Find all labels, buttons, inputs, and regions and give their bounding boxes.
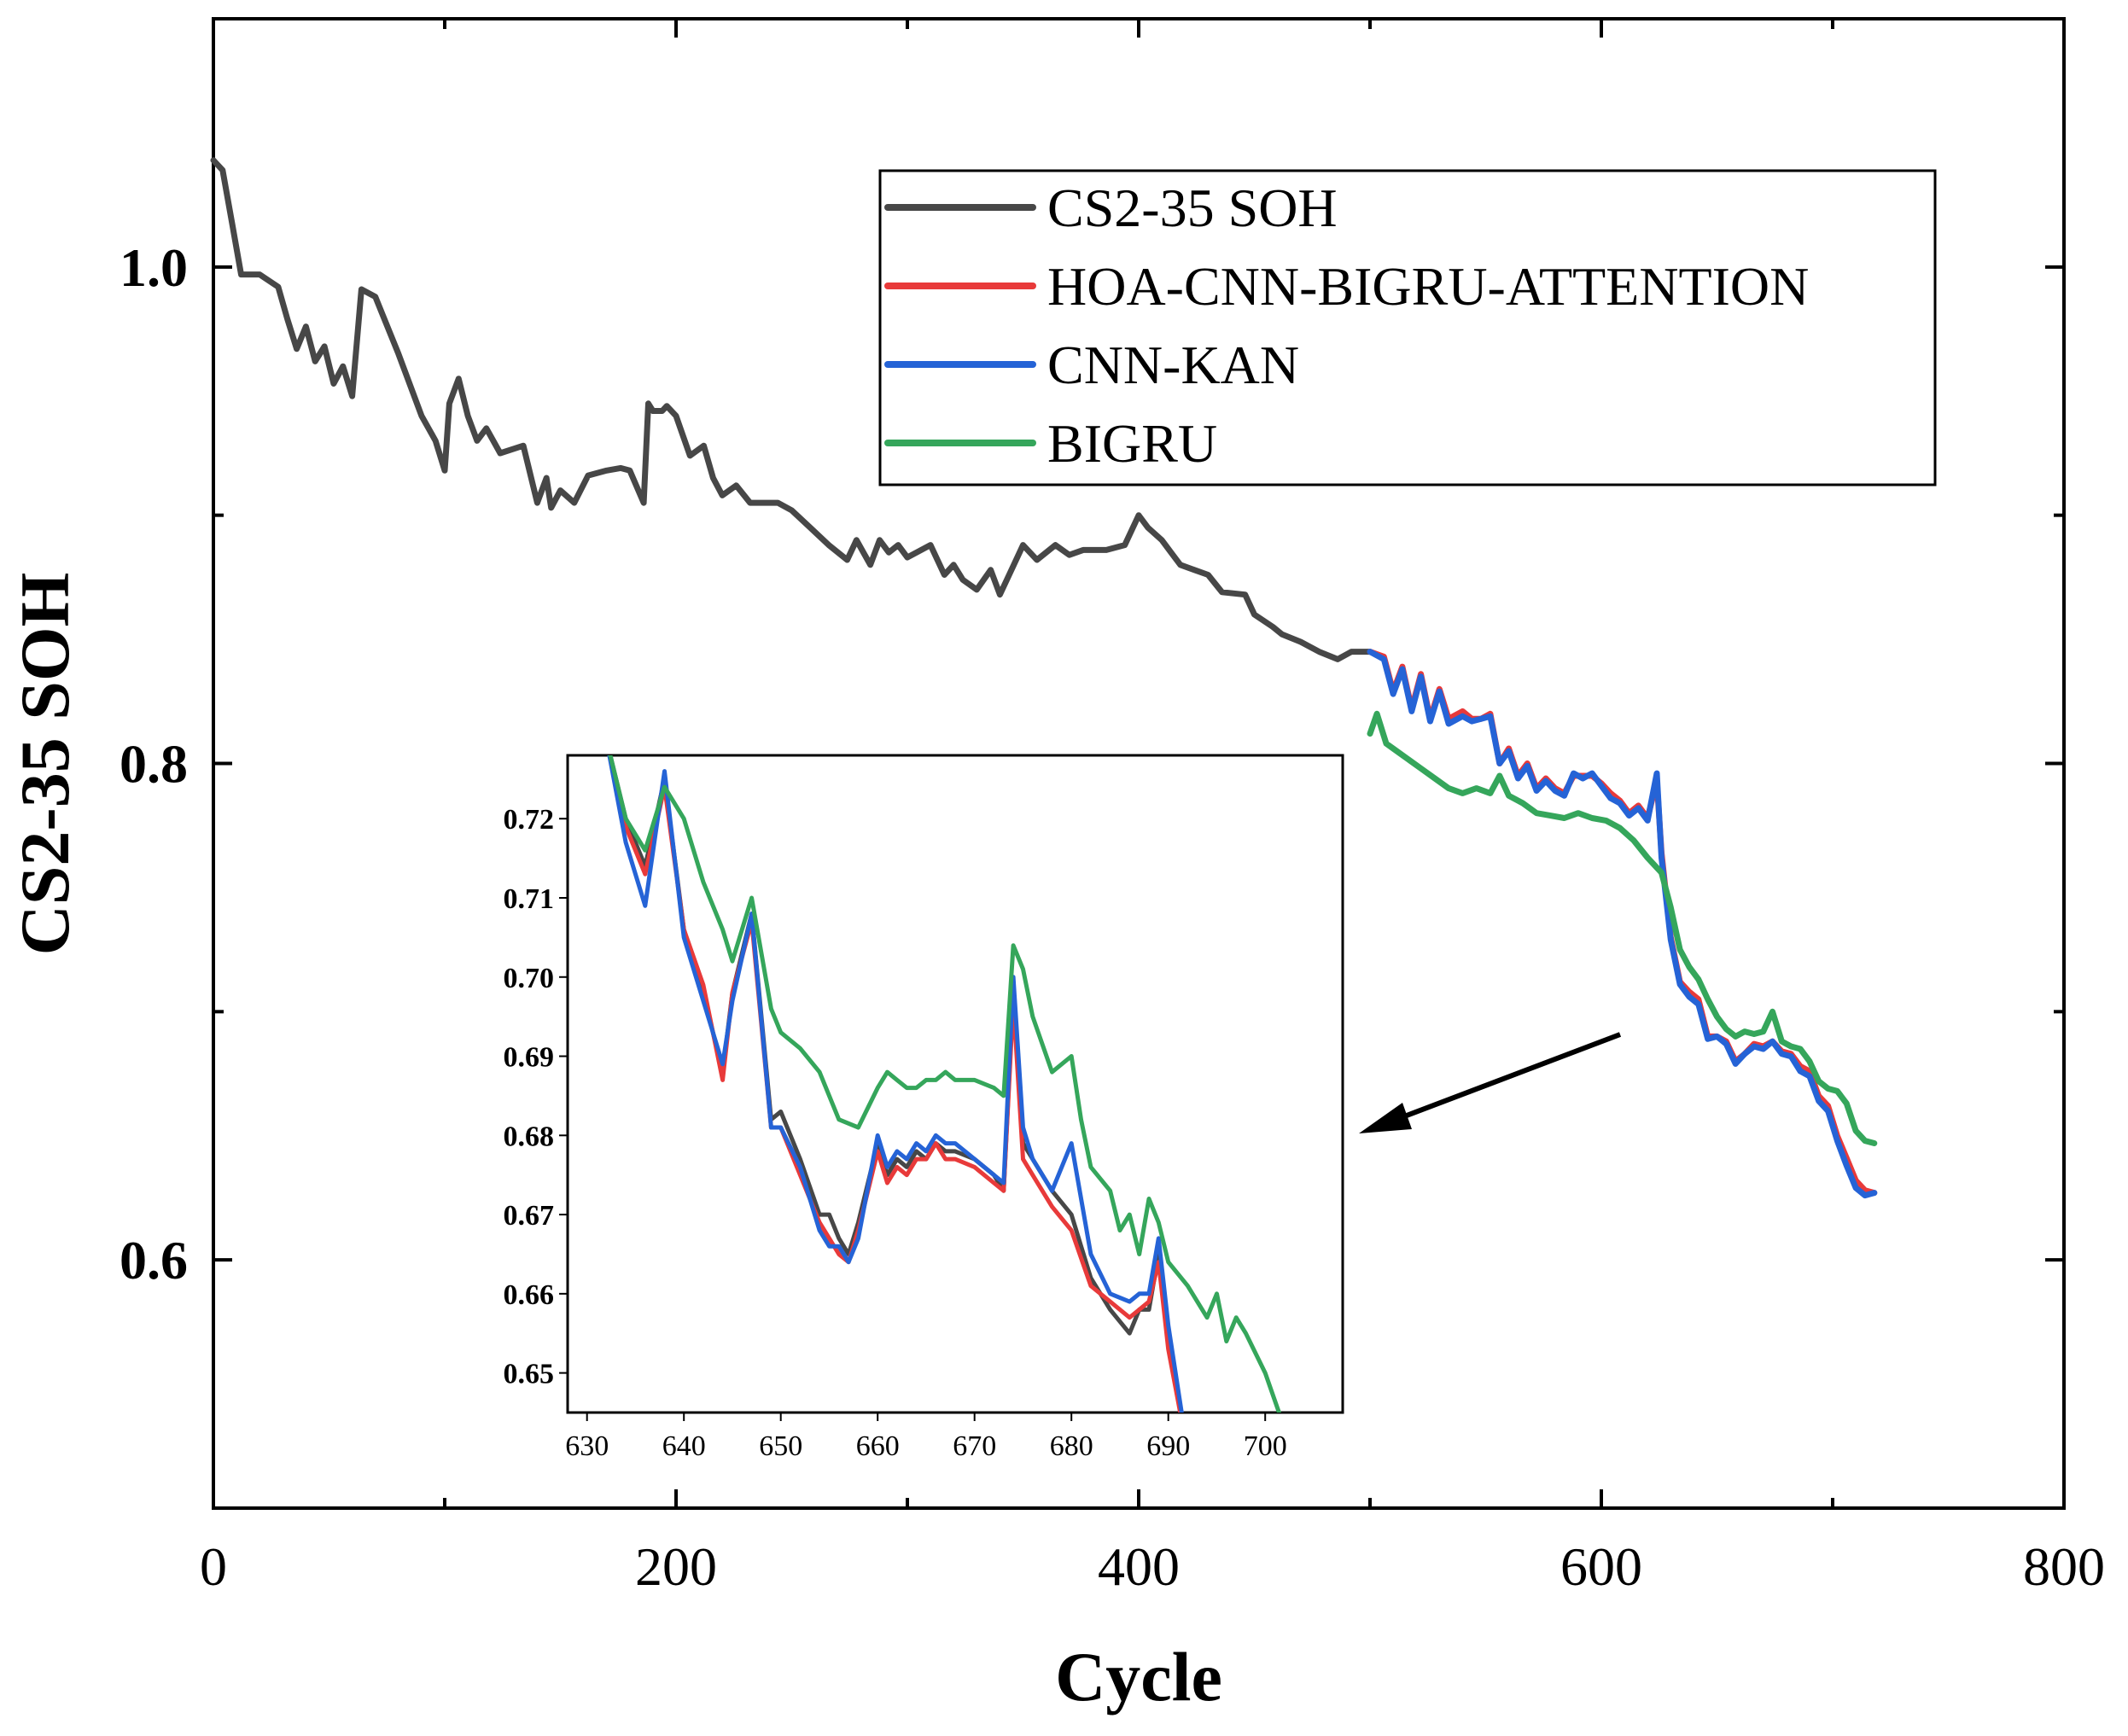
x-tick-label: 800 [2023, 1536, 2105, 1597]
x-tick-label: 400 [1098, 1536, 1180, 1597]
inset-y-tick-label: 0.71 [504, 883, 555, 915]
inset-series-line-3 [607, 755, 1184, 1413]
y-axis-title: CS2-35 SOH [6, 573, 84, 956]
legend-label-2: HOA-CNN-BIGRU-ATTENTION [1047, 256, 1809, 317]
inset-frame [566, 754, 1344, 1414]
main-series-line-1 [210, 157, 1373, 662]
legend-label-3: CNN-KAN [1047, 335, 1299, 395]
legend-label-1: CS2-35 SOH [1047, 178, 1338, 238]
zoom-arrow [1359, 1032, 1622, 1133]
inset-x-tick-label: 630 [565, 1430, 609, 1462]
y-tick-label: 1.0 [120, 237, 188, 298]
inset-x-tick-label: 680 [1050, 1430, 1093, 1462]
y-tick-label: 0.8 [120, 734, 188, 795]
inset-y-tick-label: 0.65 [504, 1359, 555, 1390]
inset-y-tick-label: 0.67 [504, 1200, 555, 1232]
inset-y-tick-label: 0.69 [504, 1042, 555, 1074]
main-series-line-4 [1367, 710, 1878, 1146]
x-tick-label: 200 [635, 1536, 717, 1597]
x-tick-label: 600 [1560, 1536, 1642, 1597]
inset-x-tick-label: 700 [1244, 1430, 1287, 1462]
zoom-arrow-head [1359, 1103, 1412, 1133]
legend-label-4: BIGRU [1047, 413, 1217, 474]
main-tick-group: 0 200 400 600 800 0.6 0.8 1.0 [120, 17, 2105, 1597]
inset-series-line-4 [608, 755, 1282, 1413]
inset-y-tick-label: 0.68 [504, 1121, 555, 1152]
x-axis-title: Cycle [1055, 1638, 1222, 1716]
legend: CS2-35 SOH HOA-CNN-BIGRU-ATTENTION CNN-KAN… [884, 178, 1809, 474]
zoom-arrow-shaft [1398, 1032, 1622, 1121]
inset-series-group [607, 755, 1282, 1413]
inset-x-tick-label: 660 [856, 1430, 900, 1462]
y-tick-label: 0.6 [120, 1230, 188, 1290]
legend-box [878, 169, 1937, 486]
inset-tick-group: 630 640 650 660 670 680 690 700 0.65 0.66 0.67 0.68… [504, 804, 1287, 1462]
inset-x-tick-label: 640 [662, 1430, 706, 1462]
inset-x-tick-label: 690 [1146, 1430, 1190, 1462]
inset-y-tick-label: 0.66 [504, 1279, 555, 1311]
main-series-group [210, 157, 1878, 1199]
inset-x-tick-label: 670 [953, 1430, 996, 1462]
inset-y-tick-label: 0.72 [504, 804, 555, 836]
x-tick-label: 0 [200, 1536, 227, 1597]
main-series-line-3 [1367, 649, 1878, 1199]
inset-x-tick-label: 650 [759, 1430, 802, 1462]
inset-y-tick-label: 0.70 [504, 963, 555, 994]
